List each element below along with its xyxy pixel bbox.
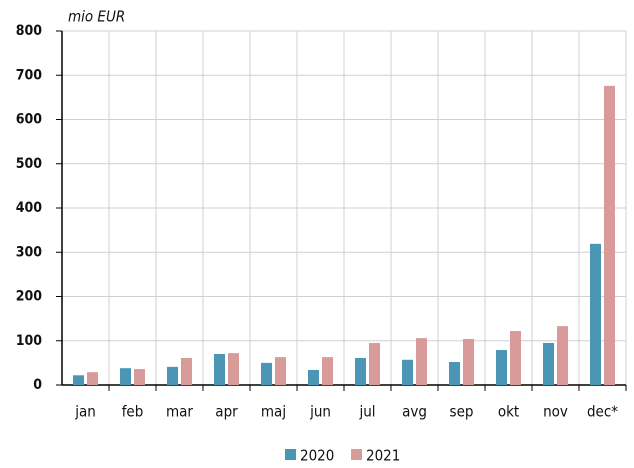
bar [590, 243, 601, 385]
x-tick-label: jan [74, 403, 96, 421]
x-tick-label: mar [166, 403, 193, 421]
x-tick-label: okt [498, 403, 519, 421]
x-tick-label: maj [261, 403, 286, 421]
bar [134, 369, 145, 385]
bar [275, 357, 286, 385]
bar [261, 362, 272, 385]
bar [510, 331, 521, 385]
bar [120, 368, 131, 385]
bar [167, 366, 178, 385]
bar [308, 369, 319, 385]
bar [228, 353, 239, 385]
bar [557, 326, 568, 385]
x-tick-label: feb [122, 403, 144, 421]
x-tick-label: avg [402, 403, 427, 421]
legend-swatch [351, 449, 362, 460]
chart-title: mio EUR [68, 8, 125, 26]
bar [416, 338, 427, 385]
bar [496, 350, 507, 385]
y-tick-label: 700 [16, 67, 43, 83]
y-tick-label: 0 [33, 377, 42, 393]
bar [214, 354, 225, 385]
x-tick-label: jun [309, 403, 331, 421]
legend-label: 2020 [300, 447, 334, 465]
x-tick-label: jul [358, 403, 375, 421]
y-tick-label: 300 [16, 244, 43, 260]
y-tick-label: 100 [16, 333, 43, 349]
bar [87, 372, 98, 385]
bar [463, 338, 474, 385]
x-tick-label: dec* [587, 403, 618, 421]
bar [181, 358, 192, 385]
bar [322, 357, 333, 385]
y-tick-label: 200 [16, 289, 43, 305]
bar [73, 375, 84, 385]
x-tick-label: nov [543, 403, 568, 421]
bar [449, 361, 460, 385]
bar [402, 359, 413, 385]
bar [355, 358, 366, 385]
bar [369, 342, 380, 385]
x-tick-label: apr [215, 403, 238, 421]
y-tick-label: 400 [16, 200, 43, 216]
y-tick-label: 500 [16, 156, 43, 172]
x-tick-label: sep [450, 403, 474, 421]
bar [604, 85, 615, 386]
legend-label: 2021 [366, 447, 400, 465]
legend-swatch [285, 449, 296, 460]
y-tick-label: 800 [16, 23, 43, 39]
bar [543, 342, 554, 385]
y-tick-label: 600 [16, 112, 43, 128]
